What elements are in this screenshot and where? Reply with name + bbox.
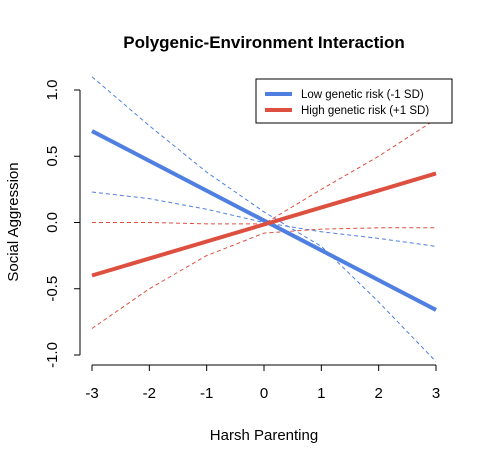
- high-genetic-risk-1-sd-ci-lower: [91, 227, 436, 329]
- y-axis: -1.0 -0.5 0.0 0.5 1.0: [44, 80, 81, 368]
- chart-title: Polygenic-Environment Interaction: [123, 33, 405, 52]
- x-tick-label: -2: [143, 385, 156, 402]
- x-tick-label: 0: [260, 385, 268, 402]
- low-genetic-risk-1-sd-ci-upper: [91, 76, 437, 362]
- y-tick-label: 0.5: [44, 146, 61, 167]
- y-tick-label: 1.0: [44, 80, 61, 101]
- y-axis-label: Social Aggression: [5, 162, 22, 281]
- y-tick-label: -1.0: [44, 342, 61, 368]
- legend-box: [255, 78, 453, 124]
- high-genetic-risk-1-sd-ci-upper: [92, 118, 437, 225]
- x-axis: -3 -2 -1 0 1 2 3: [85, 364, 440, 402]
- legend-label-high-genetic-risk-1-sd: High genetic risk (+1 SD): [301, 105, 429, 117]
- plot-area: [91, 76, 437, 362]
- series-lines: [91, 129, 437, 312]
- confidence-bands: [91, 76, 437, 362]
- high-genetic-risk-1-sd-line: [91, 171, 437, 278]
- y-tick-label: 0.0: [44, 212, 61, 233]
- legend: Low genetic risk (-1 SD) High genetic ris…: [255, 78, 453, 124]
- x-tick-label: -3: [85, 385, 98, 402]
- x-tick-label: 1: [317, 385, 325, 402]
- y-tick-label: -0.5: [44, 276, 61, 302]
- low-genetic-risk-1-sd-line: [91, 129, 437, 312]
- legend-label-low-genetic-risk-1-sd: Low genetic risk (-1 SD): [301, 89, 424, 101]
- x-tick-label: 2: [374, 385, 382, 402]
- x-axis-label: Harsh Parenting: [210, 427, 318, 444]
- low-genetic-risk-1-sd-ci-lower: [91, 191, 437, 247]
- x-tick-label: -1: [200, 385, 213, 402]
- x-tick-label: 3: [432, 385, 440, 402]
